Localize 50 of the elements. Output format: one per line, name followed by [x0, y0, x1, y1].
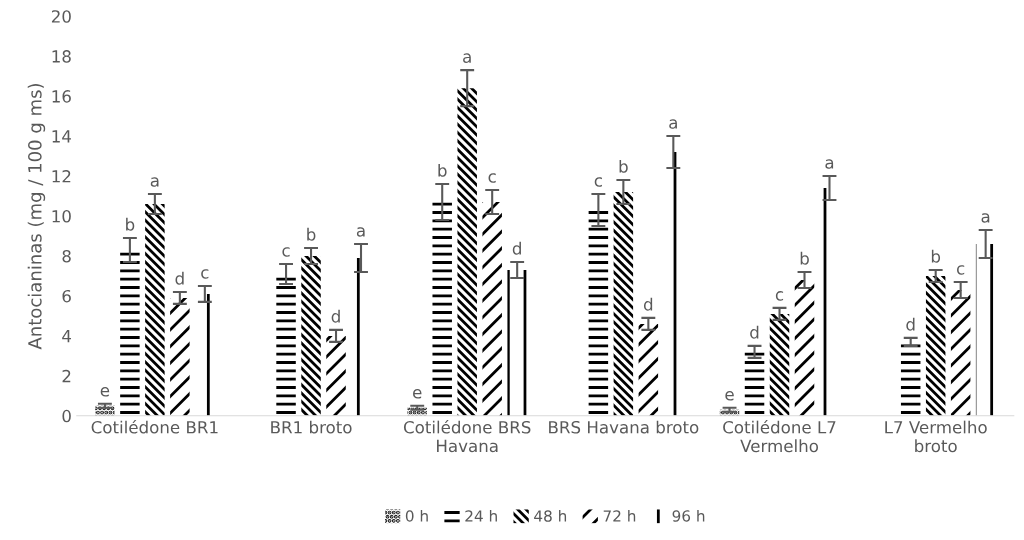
- x-tick-label: Cotilédone BRS Havana: [403, 419, 531, 453]
- data-label: c: [282, 247, 290, 257]
- y-tick-label: 4: [62, 330, 71, 343]
- y-tick-label: 6: [62, 289, 71, 303]
- x-tick-label: L7 Vermelho broto: [885, 420, 987, 453]
- x-tick-label: Cotilédone L7 Vermelho: [723, 419, 836, 453]
- data-label: b: [438, 163, 447, 177]
- y-tick-label: 14: [52, 130, 71, 143]
- x-tick-label: BR1 broto: [271, 420, 352, 434]
- y-tick-label: 16: [52, 90, 71, 103]
- data-label: e: [725, 391, 734, 401]
- data-label: d: [512, 241, 521, 255]
- y-tick-label: 8: [62, 249, 71, 263]
- data-label: a: [356, 227, 365, 237]
- legend-label: 24 h: [465, 509, 497, 522]
- legend-label: 96 h: [672, 509, 705, 522]
- data-label: e: [413, 389, 422, 399]
- x-tick-label: Cotilédone BR1: [91, 419, 218, 434]
- data-label: d: [331, 309, 340, 323]
- data-label: a: [669, 119, 677, 129]
- y-tick-label: 0: [62, 409, 71, 423]
- data-label: a: [150, 177, 159, 187]
- legend-label: 72 h: [603, 509, 636, 522]
- data-label: b: [126, 217, 135, 231]
- data-label: d: [175, 271, 184, 285]
- y-tick-label: 20: [51, 10, 71, 23]
- y-tick-label: 12: [52, 170, 71, 183]
- data-label: a: [463, 53, 471, 63]
- data-label: e: [100, 387, 110, 397]
- data-label: b: [307, 227, 316, 241]
- data-label: c: [775, 291, 784, 301]
- data-label: a: [825, 159, 834, 169]
- legend-label: 0 h: [405, 509, 428, 522]
- data-label: d: [750, 325, 759, 339]
- y-tick-label: 2: [62, 369, 71, 383]
- y-axis-title: Antocianinas (mg / 100 g ms): [27, 83, 46, 350]
- data-label: b: [619, 159, 628, 173]
- data-label: c: [957, 265, 965, 275]
- data-label: d: [906, 317, 915, 331]
- data-label: b: [931, 249, 941, 263]
- y-tick-label: 18: [52, 50, 71, 63]
- data-label: c: [488, 173, 496, 183]
- y-tick-label: 10: [52, 209, 71, 223]
- legend-label: 48 h: [534, 509, 567, 522]
- data-label: c: [201, 269, 209, 279]
- data-label: a: [981, 213, 990, 223]
- data-label: b: [800, 251, 809, 265]
- data-label: d: [643, 297, 653, 311]
- x-tick-label: BRS Havana broto: [549, 420, 699, 434]
- data-label: c: [594, 177, 602, 187]
